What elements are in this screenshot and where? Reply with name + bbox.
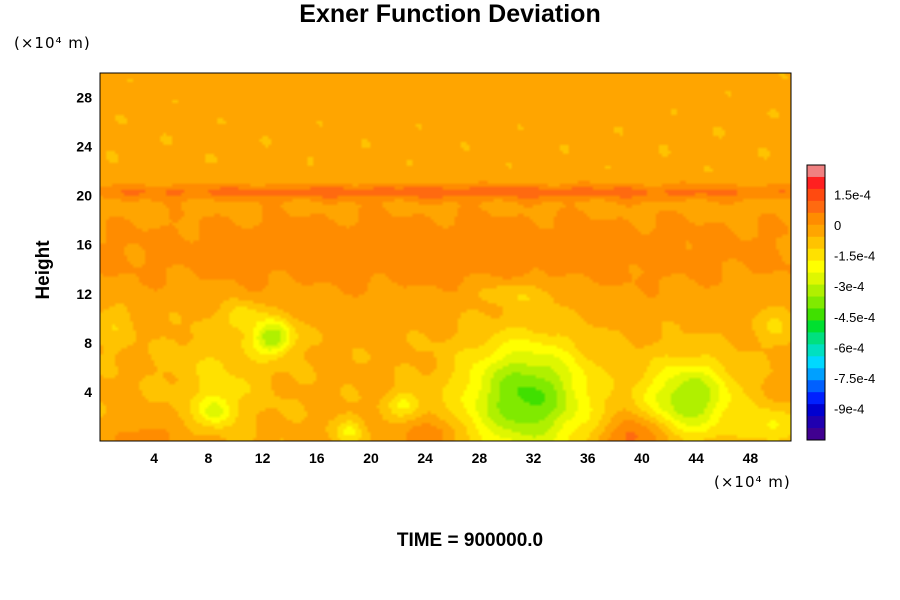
colorbar-swatch [807,176,825,190]
colorbar-swatch [807,308,825,321]
colorbar-swatch [807,392,825,405]
heatmap-field [100,73,791,441]
colorbar-swatch [807,344,825,357]
colorbar-tick-label: -3e-4 [834,279,864,294]
chart-title: Exner Function Deviation [299,0,601,28]
x-tick-label: 20 [363,450,379,466]
x-tick-label: 24 [417,450,433,466]
y-tick-label: 12 [76,286,92,302]
colorbar-tick-label: 0 [834,218,841,233]
colorbar-swatch [807,416,825,429]
colorbar-swatch [807,236,825,250]
time-label: TIME = 900000.0 [396,530,544,551]
colorbar-swatch [807,404,825,417]
colorbar-swatch [807,224,825,238]
y-axis: 4 8 12 16 20 24 28 [76,90,92,400]
x-tick-label: 4 [150,450,158,466]
y-axis-unit: (×10⁴ m) [14,34,91,52]
colorbar-tick-label: -7.5e-4 [834,371,875,386]
colorbar-swatch [807,296,825,309]
colorbar-tick-label: -1.5e-4 [834,249,875,264]
colorbar-swatch [807,368,825,381]
colorbar-swatch [807,356,825,369]
y-tick-label: 28 [76,90,92,106]
colorbar-tick-label: 1.5e-4 [834,188,871,203]
colorbar: 1.5e-4 0 -1.5e-4 -3e-4 -4.5e-4 -6e-4 -7.5e-4 -9… [806,164,875,441]
colorbar-tick-label: -6e-4 [834,340,864,355]
colorbar-swatch [807,428,825,441]
y-tick-label: 4 [84,384,92,400]
plot-frame [99,72,792,442]
colorbar-swatch [807,380,825,393]
x-tick-label: 40 [634,450,650,466]
y-tick-label: 20 [76,188,92,204]
colorbar-swatch [807,332,825,345]
x-tick-label: 12 [255,450,271,466]
colorbar-swatch [807,165,825,178]
colorbar-tick-label: -9e-4 [834,401,864,416]
colorbar-swatch [807,248,825,262]
x-tick-label: 28 [472,450,488,466]
x-axis: 4 8 12 16 20 24 28 32 36 40 44 48 [150,450,758,466]
x-tick-label: 48 [743,450,759,466]
x-tick-label: 32 [526,450,542,466]
colorbar-swatch [807,212,825,226]
y-tick-label: 16 [76,237,92,253]
x-tick-label: 44 [688,450,704,466]
colorbar-swatch [807,200,825,214]
x-tick-label: 8 [204,450,212,466]
x-tick-label: 16 [309,450,325,466]
colorbar-swatch [807,272,825,285]
y-tick-label: 24 [76,139,92,155]
colorbar-swatch [807,260,825,274]
colorbar-swatch [807,284,825,297]
x-tick-label: 36 [580,450,596,466]
x-axis-unit: (×10⁴ m) [714,473,791,491]
y-tick-label: 8 [84,335,92,351]
colorbar-frame [806,164,826,441]
colorbar-swatch [807,188,825,202]
colorbar-swatch [807,320,825,333]
colorbar-tick-label: -4.5e-4 [834,310,875,325]
